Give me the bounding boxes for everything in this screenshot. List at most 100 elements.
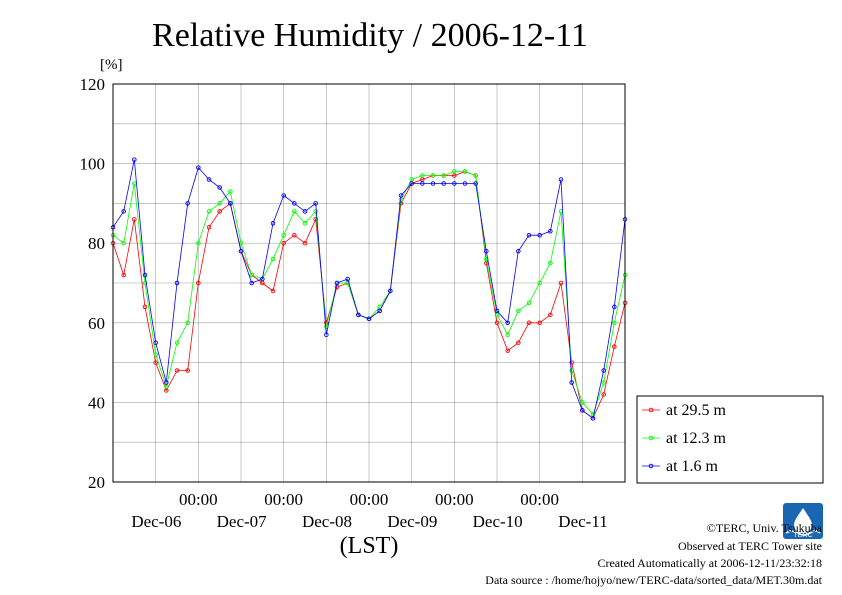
- data-point: [281, 193, 286, 198]
- data-point: [537, 280, 542, 286]
- data-point: [601, 368, 606, 373]
- series-layer: [110, 157, 628, 421]
- data-point: [484, 248, 489, 254]
- data-point: [516, 308, 521, 314]
- data-point: [356, 312, 361, 318]
- data-point: [569, 368, 574, 373]
- legend-marker: [648, 463, 654, 469]
- data-point: [377, 308, 382, 314]
- data-point: [462, 169, 468, 174]
- data-point: [526, 320, 532, 326]
- data-point: [174, 280, 180, 286]
- data-point: [601, 392, 606, 397]
- footer-created: Created Automatically at 2006-12-11/23:3…: [597, 556, 822, 570]
- data-point: [174, 368, 180, 373]
- data-point: [238, 248, 244, 254]
- data-point: [217, 185, 222, 190]
- y-tick-label: 60: [88, 314, 105, 333]
- data-point: [281, 232, 286, 238]
- data-point: [153, 340, 158, 345]
- x-tick-date: Dec-11: [558, 512, 607, 531]
- grid-lines: [113, 84, 625, 482]
- data-point: [292, 232, 297, 238]
- x-tick-time: 00:00: [350, 490, 389, 509]
- y-tick-label: 100: [80, 155, 106, 174]
- data-point: [452, 169, 457, 174]
- data-point: [537, 320, 542, 326]
- data-point: [548, 260, 553, 266]
- data-point: [324, 332, 329, 337]
- data-point: [185, 320, 190, 326]
- data-point: [441, 181, 446, 186]
- data-point: [548, 312, 553, 318]
- data-point: [302, 240, 308, 246]
- data-point: [302, 221, 308, 226]
- data-point: [409, 181, 414, 186]
- data-point: [185, 368, 190, 373]
- x-axis-ticks: 00:00 Dec-06 00:00 Dec-07 00:00 Dec-08 00:00 De…: [131, 490, 607, 531]
- y-tick-label: 80: [88, 234, 105, 253]
- data-point: [270, 221, 276, 226]
- terc-logo-icon: [783, 503, 823, 539]
- data-point: [612, 304, 617, 310]
- y-tick-label: 20: [88, 473, 105, 492]
- y-axis-ticks: 20 40 60 80 100 120: [80, 75, 106, 492]
- data-point: [345, 276, 350, 282]
- data-point: [217, 201, 222, 206]
- data-point: [260, 276, 265, 282]
- data-point: [569, 380, 574, 385]
- data-point: [217, 209, 222, 214]
- x-tick-date: Dec-08: [302, 512, 352, 531]
- x-tick-time: 00:00: [435, 490, 474, 509]
- data-point: [270, 256, 276, 262]
- data-point: [121, 240, 126, 246]
- data-point: [558, 177, 564, 182]
- data-point: [420, 173, 425, 178]
- data-point: [142, 280, 148, 286]
- data-point: [228, 189, 233, 194]
- data-point: [249, 280, 254, 286]
- data-point: [558, 280, 564, 286]
- y-tick-label: 40: [88, 393, 105, 412]
- legend-label: at 1.6 m: [666, 458, 719, 475]
- data-point: [601, 380, 606, 385]
- legend-label: at 12.3 m: [666, 430, 727, 447]
- x-axis-label: (LST): [340, 533, 399, 559]
- data-point: [334, 280, 340, 286]
- data-point: [185, 201, 190, 206]
- data-point: [484, 256, 489, 262]
- data-point: [505, 332, 510, 337]
- data-point: [153, 360, 158, 365]
- data-point: [132, 217, 137, 222]
- x-tick-date: Dec-09: [387, 512, 437, 531]
- logo-text: TERC: [793, 532, 812, 539]
- data-point: [313, 201, 318, 206]
- data-point: [420, 181, 425, 186]
- x-tick-date: Dec-07: [217, 512, 268, 531]
- data-point: [494, 308, 500, 314]
- data-point: [505, 348, 510, 353]
- data-point: [516, 340, 521, 345]
- data-point: [580, 400, 585, 405]
- plot-frame: [112, 83, 626, 483]
- data-point: [132, 157, 137, 162]
- data-point: [473, 181, 478, 186]
- data-point: [121, 272, 126, 278]
- data-point: [142, 272, 148, 278]
- data-point: [516, 248, 521, 254]
- data-point: [398, 193, 404, 198]
- data-point: [121, 209, 126, 214]
- x-tick-time: 00:00: [520, 490, 559, 509]
- data-point: [196, 280, 201, 286]
- footer-copyright: ©TERC, Univ. Tsukuba: [707, 521, 823, 535]
- data-point: [548, 229, 553, 234]
- data-point: [174, 340, 180, 345]
- chart-title: Relative Humidity / 2006-12-11: [152, 17, 588, 54]
- data-point: [153, 352, 158, 357]
- data-point: [462, 181, 468, 186]
- data-point: [537, 232, 542, 238]
- data-point: [292, 201, 297, 206]
- legend: at 29.5 m at 12.3 m at 1.6 m: [636, 395, 824, 484]
- data-point: [313, 209, 318, 214]
